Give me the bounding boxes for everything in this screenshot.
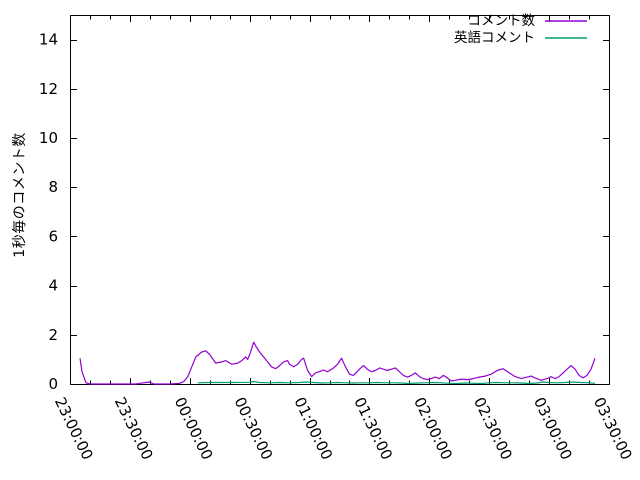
legend-item-comments: コメント数: [468, 13, 589, 29]
y-tick-label: 0: [48, 375, 58, 393]
x-tick-label: 02:30:00: [470, 394, 516, 462]
x-tick-label: 23:00:00: [51, 394, 97, 462]
legend-label-comments: コメント数: [467, 13, 536, 29]
y-tick-label: 8: [48, 178, 58, 196]
x-tick-label: 00:00:00: [171, 394, 217, 462]
y-tick-label: 14: [39, 31, 58, 49]
x-tick-label: 03:00:00: [530, 394, 576, 462]
legend: コメント数 英語コメント: [454, 13, 588, 46]
legend-line-sample-comments: [545, 20, 587, 22]
x-tick-label: 02:00:00: [410, 394, 456, 462]
series-line-comments: [79, 341, 596, 385]
y-tick-label: 2: [48, 326, 58, 344]
legend-item-english-comments: 英語コメント: [454, 30, 588, 46]
y-axis-title: 1秒毎のコメント数: [12, 132, 28, 258]
x-tick-label: 23:30:00: [111, 394, 157, 462]
legend-label-english-comments: 英語コメント: [454, 30, 535, 46]
y-tick-label: 4: [48, 277, 58, 295]
x-tick-label: 01:30:00: [350, 394, 396, 462]
x-tick-label: 00:30:00: [231, 394, 277, 462]
x-tick-label: 03:30:00: [590, 394, 636, 462]
x-tick-label: 01:00:00: [290, 394, 336, 462]
series-line-english-comments: [197, 380, 596, 385]
y-tick-label: 12: [39, 80, 58, 98]
plot-border: [70, 15, 610, 385]
y-tick-label: 6: [48, 227, 58, 245]
y-tick-label: 10: [39, 129, 58, 147]
legend-line-sample-english-comments: [545, 37, 587, 39]
